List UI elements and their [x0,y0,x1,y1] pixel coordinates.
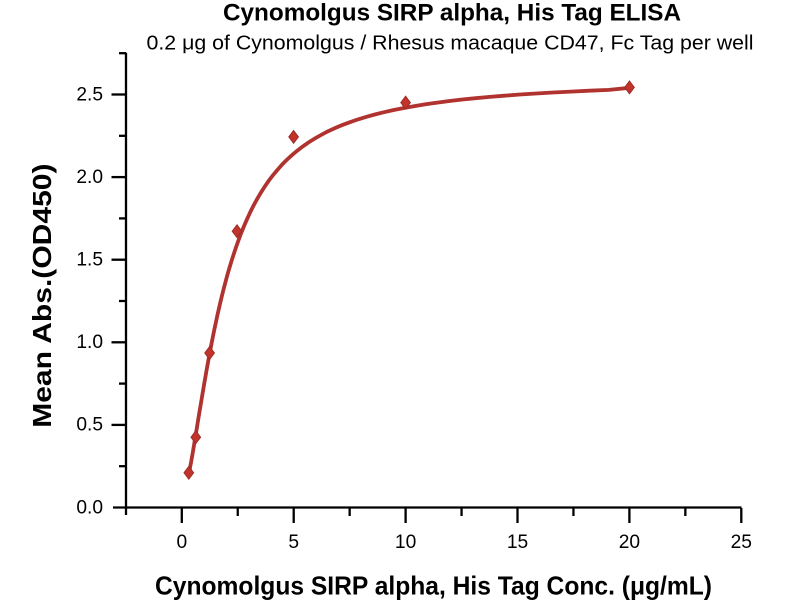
svg-text:0.5: 0.5 [76,415,103,436]
svg-text:1.5: 1.5 [76,250,103,271]
svg-text:15: 15 [507,532,528,553]
svg-text:2.0: 2.0 [76,167,103,188]
svg-text:25: 25 [731,532,752,553]
svg-text:20: 20 [619,532,640,553]
svg-text:Cynomolgus SIRP alpha, His Tag: Cynomolgus SIRP alpha, His Tag Conc. (μg… [155,573,712,600]
svg-text:2.5: 2.5 [76,84,103,105]
svg-text:5: 5 [288,532,299,553]
svg-text:0.2 μg of Cynomolgus / Rhesus: 0.2 μg of Cynomolgus / Rhesus macaque CD… [147,33,754,55]
svg-text:Mean Abs.(OD450): Mean Abs.(OD450) [29,164,57,428]
svg-text:0.0: 0.0 [76,497,103,518]
svg-text:0: 0 [176,532,187,553]
svg-text:Cynomolgus SIRP alpha, His Tag: Cynomolgus SIRP alpha, His Tag ELISA [223,1,681,27]
svg-text:1.0: 1.0 [76,332,103,353]
svg-text:10: 10 [395,532,416,553]
